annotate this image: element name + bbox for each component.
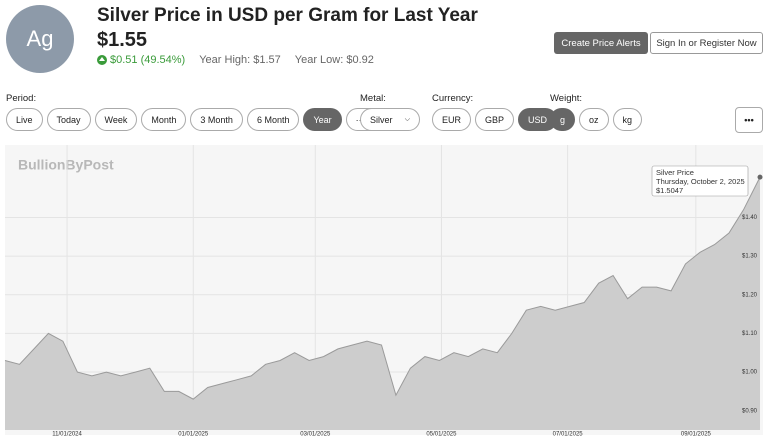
currency-option[interactable]: GBP xyxy=(475,108,515,131)
currency-option[interactable]: USD xyxy=(518,108,558,131)
period-option[interactable]: Month xyxy=(141,108,187,131)
chart: BullionByPost 11/01/2024 01/01/2025 03/01/2… xyxy=(4,145,763,438)
year-low: Year Low: $0.92 xyxy=(294,54,374,66)
period-label: Period: xyxy=(6,93,37,104)
page-title: Silver Price in USD per Gram for Last Ye… xyxy=(97,5,478,26)
y-tick-label: $1.00 xyxy=(742,370,758,376)
y-tick-label: $1.30 xyxy=(742,254,758,260)
watermark: BullionByPost xyxy=(18,157,114,173)
x-tick-label: 07/01/2025 xyxy=(553,432,584,438)
currency-label: Currency: xyxy=(432,93,474,104)
x-tick-label: 03/01/2025 xyxy=(300,432,331,438)
y-tick-label: $1.40 xyxy=(742,215,758,221)
signin-button[interactable]: Sign In or Register Now xyxy=(650,32,763,54)
price-change: $0.51 (49.54%) xyxy=(110,54,186,66)
currency-group: EUR GBP USD xyxy=(432,108,558,131)
metal-select[interactable]: Silver ⌵ xyxy=(360,108,420,131)
metal-value: Silver xyxy=(370,114,393,125)
currency-option[interactable]: EUR xyxy=(432,108,472,131)
tooltip-date: Thursday, October 2, 2025 xyxy=(656,177,745,186)
x-tick-label: 09/01/2025 xyxy=(681,432,712,438)
stats: $0.51 (49.54%) Year High: $1.57 Year Low… xyxy=(97,54,374,66)
period-option[interactable]: Live xyxy=(6,108,43,131)
period-option[interactable]: Year xyxy=(303,108,342,131)
y-tick-label: $0.90 xyxy=(742,408,758,414)
period-option[interactable]: Today xyxy=(46,108,91,131)
period-option[interactable]: Week xyxy=(94,108,138,131)
metal-label: Metal: xyxy=(360,93,386,104)
weight-option[interactable]: g xyxy=(550,108,576,131)
price-area xyxy=(5,177,760,430)
tooltip-series: Silver Price xyxy=(656,168,694,177)
weight-label: Weight: xyxy=(550,93,583,104)
tooltip-value: $1.5047 xyxy=(656,186,683,195)
price-line xyxy=(4,176,761,400)
weight-option[interactable]: kg xyxy=(612,108,643,131)
weight-group: g oz kg xyxy=(550,108,643,131)
period-option[interactable]: 6 Month xyxy=(246,108,300,131)
up-icon xyxy=(97,55,107,65)
x-tick-label: 05/01/2025 xyxy=(426,432,457,438)
y-tick-label: $1.20 xyxy=(742,292,758,298)
weight-option[interactable]: oz xyxy=(579,108,609,131)
metal-badge: Ag xyxy=(6,5,74,73)
x-tick-label: 11/01/2024 xyxy=(52,432,82,438)
hover-point xyxy=(757,174,763,180)
change-wrap: $0.51 (49.54%) xyxy=(97,54,185,66)
year-high: Year High: $1.57 xyxy=(199,54,281,66)
period-option[interactable]: 3 Month xyxy=(190,108,243,131)
y-tick-label: $1.10 xyxy=(742,331,758,337)
tooltip-box xyxy=(651,165,749,197)
caret: ⌵ xyxy=(404,115,410,123)
x-tick-label: 01/01/2025 xyxy=(178,432,209,438)
current-price: $1.55 xyxy=(97,29,148,51)
menu-button[interactable]: ••• xyxy=(735,107,763,133)
alerts-button[interactable]: Create Price Alerts xyxy=(554,32,648,54)
